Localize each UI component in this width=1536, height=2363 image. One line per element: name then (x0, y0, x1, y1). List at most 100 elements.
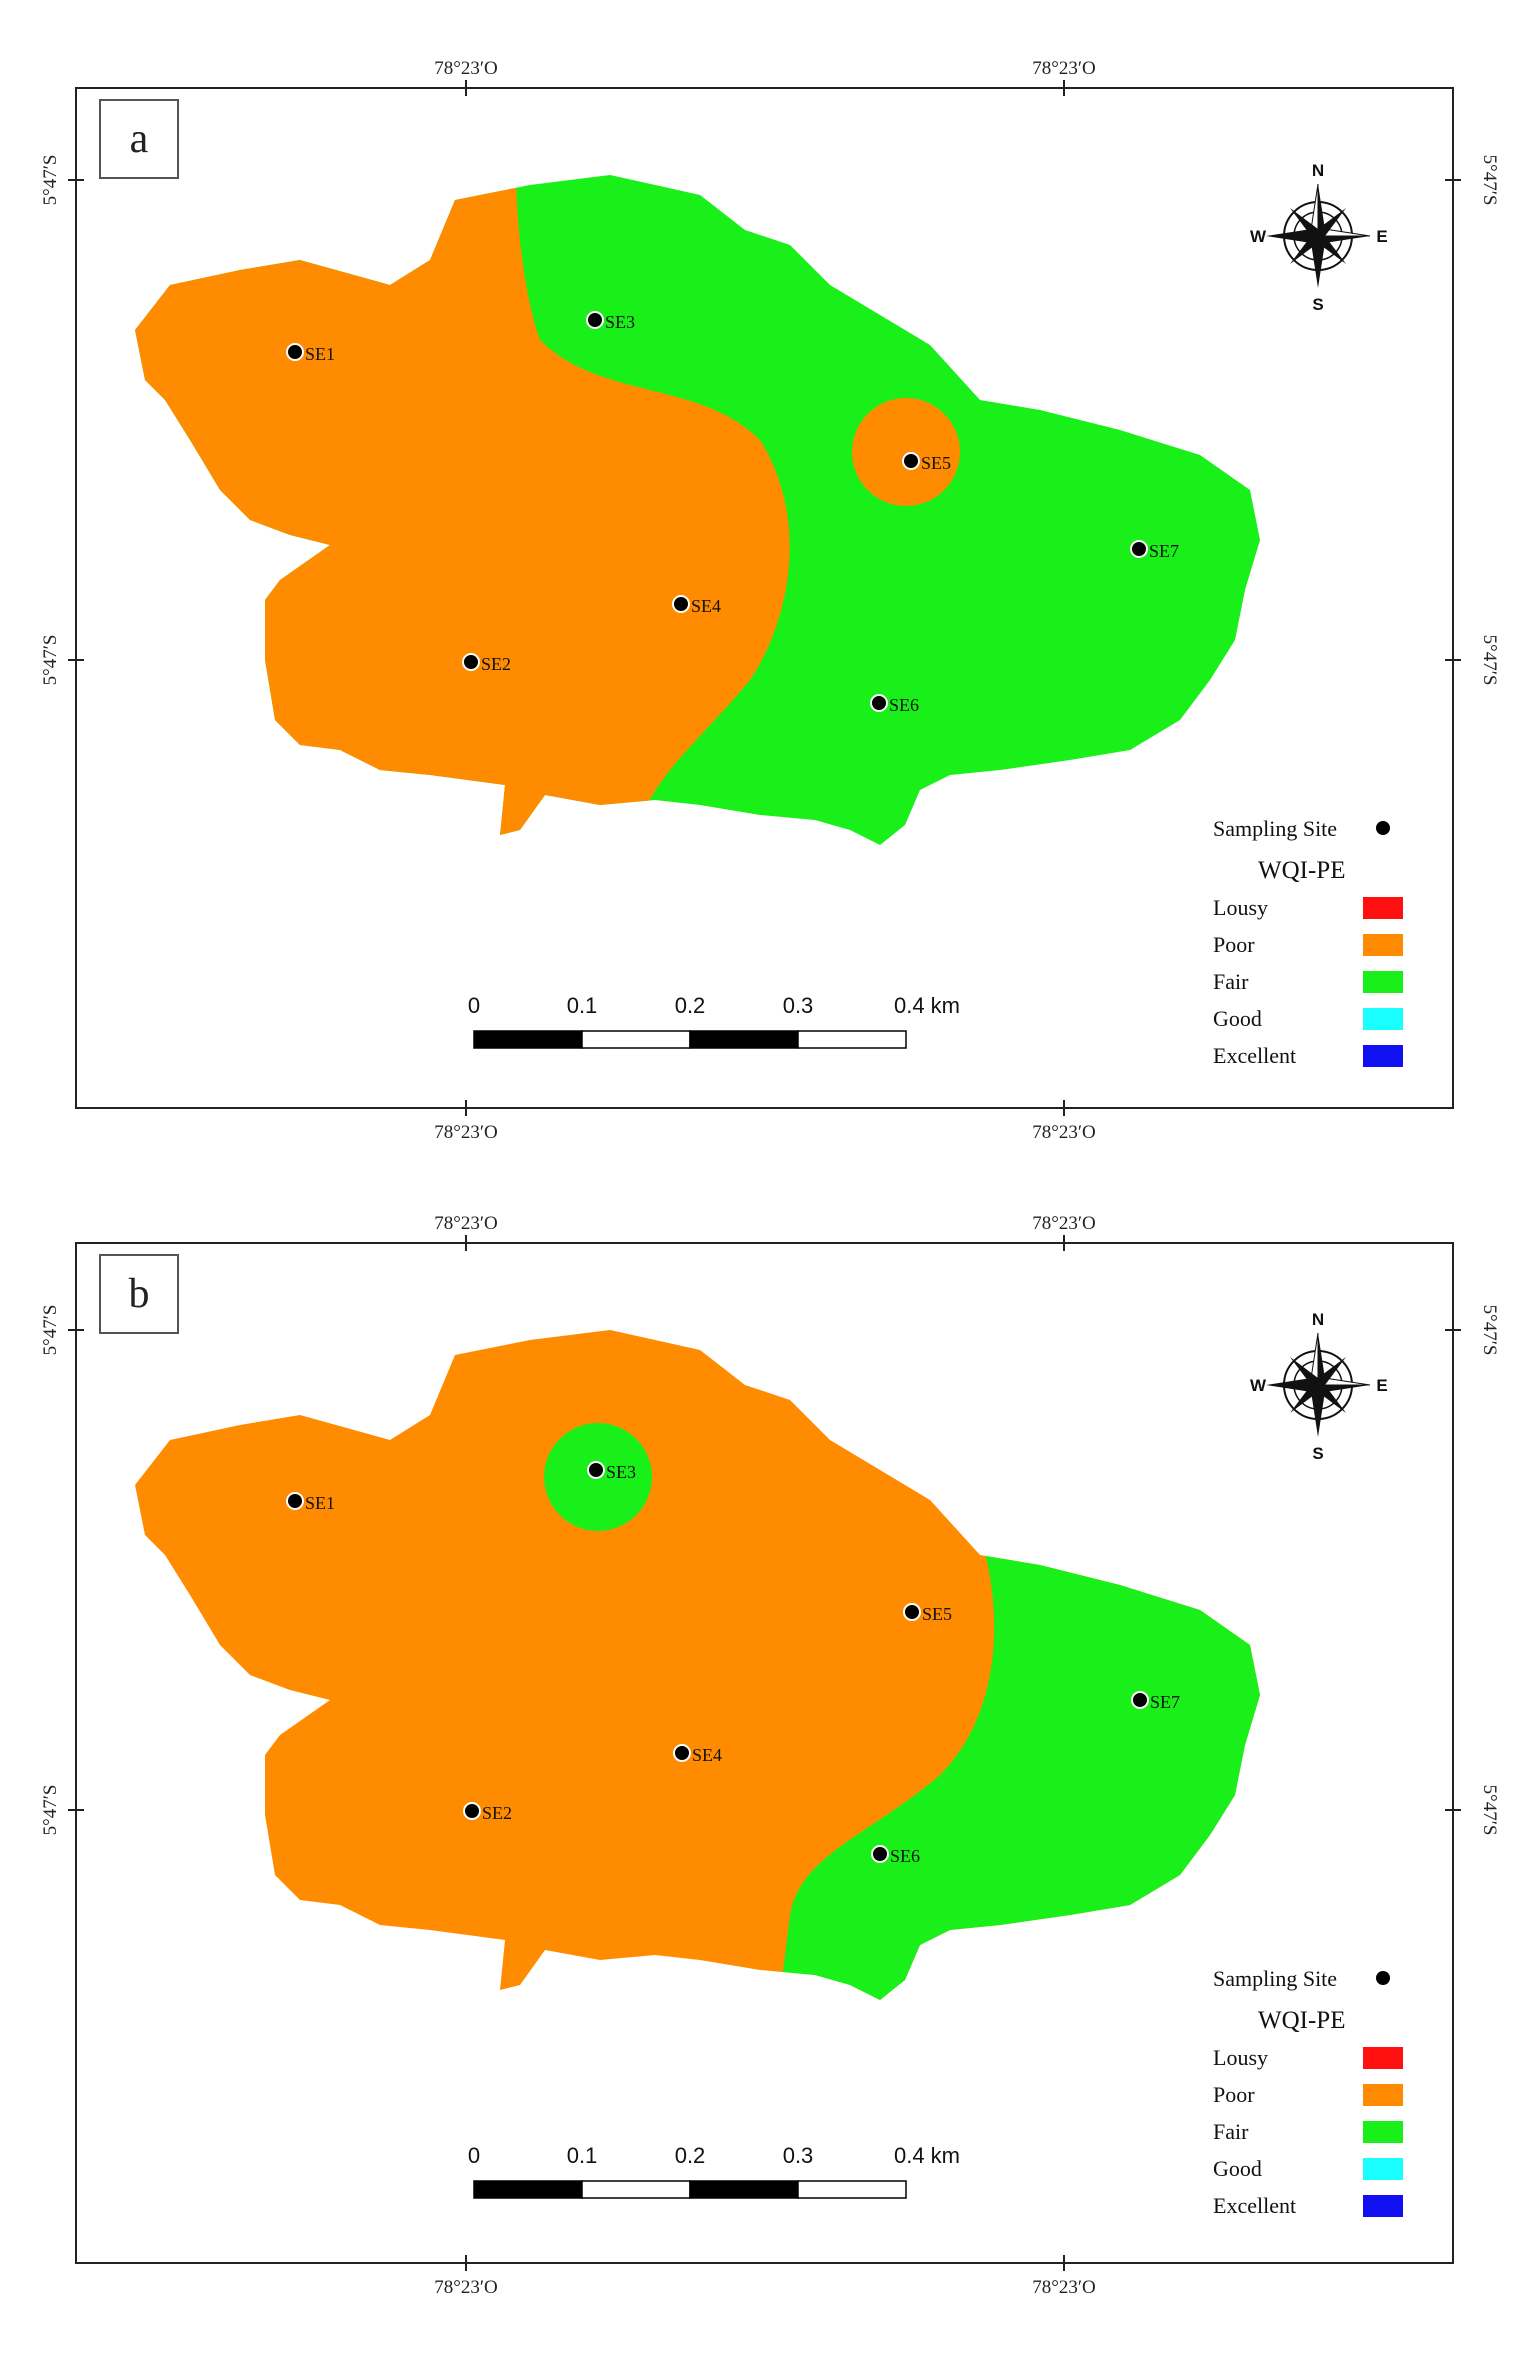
poor-zone-se5 (852, 398, 960, 506)
map-frame (75, 1242, 1454, 2264)
svg-text:Good: Good (1213, 2156, 1262, 2181)
svg-text:Fair: Fair (1213, 969, 1249, 994)
svg-text:S: S (1312, 1444, 1323, 1463)
svg-text:0.1: 0.1 (567, 993, 598, 1018)
svg-text:78°23′O: 78°23′O (1032, 58, 1095, 79)
svg-text:0.4 km: 0.4 km (894, 2143, 960, 2168)
sampling-site-symbol (1376, 1971, 1390, 1985)
svg-text:SE5: SE5 (921, 453, 951, 473)
map-panel-b: SE1 SE2 SE3 SE4 SE5 SE6 SE7 78°23′O 78°2… (40, 1213, 1500, 2298)
scale-bar: 0 0.1 0.2 0.3 0.4 km (468, 2143, 960, 2199)
svg-text:SE7: SE7 (1149, 541, 1179, 561)
site-se3: SE3 (586, 311, 635, 332)
svg-text:Lousy: Lousy (1213, 2045, 1268, 2070)
svg-text:Excellent: Excellent (1213, 1043, 1296, 1068)
svg-text:SE3: SE3 (605, 312, 635, 332)
svg-text:5°47′S: 5°47′S (40, 1305, 61, 1356)
svg-text:W: W (1250, 1376, 1267, 1395)
site-se4: SE4 (673, 1744, 722, 1765)
svg-text:SE7: SE7 (1150, 1692, 1180, 1712)
svg-text:N: N (1312, 1310, 1324, 1329)
svg-text:78°23′O: 78°23′O (1032, 1122, 1095, 1143)
svg-text:SE6: SE6 (889, 695, 919, 715)
svg-text:5°47′S: 5°47′S (40, 155, 61, 206)
svg-text:N: N (1312, 161, 1324, 180)
svg-text:78°23′O: 78°23′O (434, 58, 497, 79)
svg-text:78°23′O: 78°23′O (1032, 1213, 1095, 1234)
svg-text:SE1: SE1 (305, 1493, 335, 1513)
svg-text:SE2: SE2 (481, 654, 511, 674)
svg-text:0.4 km: 0.4 km (894, 993, 960, 1018)
sampling-sites: SE1 SE2 SE3 SE4 SE5 SE6 SE7 (286, 1461, 1180, 1866)
svg-text:E: E (1376, 1376, 1387, 1395)
svg-text:Lousy: Lousy (1213, 895, 1268, 920)
site-se6: SE6 (870, 694, 919, 715)
svg-text:SE4: SE4 (691, 596, 721, 616)
svg-text:0: 0 (468, 2143, 480, 2168)
site-se7: SE7 (1130, 540, 1179, 561)
poor-zone (135, 1330, 1260, 2000)
svg-text:SE5: SE5 (922, 1604, 952, 1624)
site-se3: SE3 (587, 1461, 636, 1482)
site-se1: SE1 (286, 343, 335, 364)
scale-bar: 0 0.1 0.2 0.3 0.4 km (468, 993, 960, 1049)
map-panel-a: SE1 SE2 SE3 SE4 SE5 SE6 SE7 78°23′O 78°2… (40, 58, 1500, 1143)
site-se4: SE4 (672, 595, 721, 616)
svg-text:S: S (1312, 295, 1323, 314)
site-se5: SE5 (902, 452, 951, 473)
coordinate-labels: 78°23′O 78°23′O 78°23′O 78°23′O 5°47′S 5… (40, 58, 1500, 1143)
frame-ticks (68, 80, 1461, 1116)
island-a (135, 175, 1260, 845)
svg-text:0.3: 0.3 (783, 993, 814, 1018)
svg-text:78°23′O: 78°23′O (434, 2277, 497, 2298)
map-frame (75, 87, 1454, 1109)
fair-zone (780, 1455, 1260, 2000)
island-b (135, 1330, 1260, 2000)
site-se6: SE6 (871, 1845, 920, 1866)
panel-label-a: a (99, 99, 179, 179)
svg-text:5°47′S: 5°47′S (1479, 635, 1500, 686)
svg-text:5°47′S: 5°47′S (1479, 155, 1500, 206)
svg-text:W: W (1250, 227, 1267, 246)
svg-text:SE3: SE3 (606, 1462, 636, 1482)
site-se2: SE2 (463, 1802, 512, 1823)
svg-text:Excellent: Excellent (1213, 2193, 1296, 2218)
svg-text:SE6: SE6 (890, 1846, 920, 1866)
svg-text:E: E (1376, 227, 1387, 246)
svg-text:Good: Good (1213, 1006, 1262, 1031)
site-se5: SE5 (903, 1603, 952, 1624)
svg-text:5°47′S: 5°47′S (40, 635, 61, 686)
svg-text:0.1: 0.1 (567, 2143, 598, 2168)
svg-text:5°47′S: 5°47′S (1479, 1305, 1500, 1356)
north-arrow-icon: N S E W (1250, 161, 1388, 314)
coordinate-labels: 78°23′O 78°23′O 78°23′O 78°23′O 5°47′S 5… (40, 1213, 1500, 2298)
svg-text:Sampling Site: Sampling Site (1213, 1966, 1337, 1991)
legend: Sampling Site WQI-PE Lousy Poor Fair Goo… (1213, 1966, 1403, 2218)
svg-text:0.2: 0.2 (675, 2143, 706, 2168)
svg-text:WQI-PE: WQI-PE (1258, 2007, 1345, 2034)
frame-ticks (68, 1235, 1461, 2271)
svg-text:0: 0 (468, 993, 480, 1018)
svg-text:b: b (129, 1271, 150, 1317)
svg-text:5°47′S: 5°47′S (1479, 1785, 1500, 1836)
svg-text:Sampling Site: Sampling Site (1213, 816, 1337, 841)
svg-text:78°23′O: 78°23′O (434, 1122, 497, 1143)
svg-text:78°23′O: 78°23′O (434, 1213, 497, 1234)
svg-text:Poor: Poor (1213, 2082, 1255, 2107)
svg-text:a: a (130, 116, 149, 162)
north-arrow-icon: N S E W (1250, 1310, 1388, 1463)
site-se2: SE2 (462, 653, 511, 674)
svg-text:0.3: 0.3 (783, 2143, 814, 2168)
svg-text:Poor: Poor (1213, 932, 1255, 957)
svg-text:5°47′S: 5°47′S (40, 1785, 61, 1836)
svg-text:WQI-PE: WQI-PE (1258, 857, 1345, 884)
site-se7: SE7 (1131, 1691, 1180, 1712)
legend: Sampling Site WQI-PE Lousy Poor Fair Goo… (1213, 816, 1403, 1068)
svg-text:78°23′O: 78°23′O (1032, 2277, 1095, 2298)
svg-text:SE4: SE4 (692, 1745, 722, 1765)
panel-label-b: b (99, 1254, 179, 1334)
svg-text:0.2: 0.2 (675, 993, 706, 1018)
svg-text:SE2: SE2 (482, 1803, 512, 1823)
svg-text:SE1: SE1 (305, 344, 335, 364)
site-se1: SE1 (286, 1492, 335, 1513)
